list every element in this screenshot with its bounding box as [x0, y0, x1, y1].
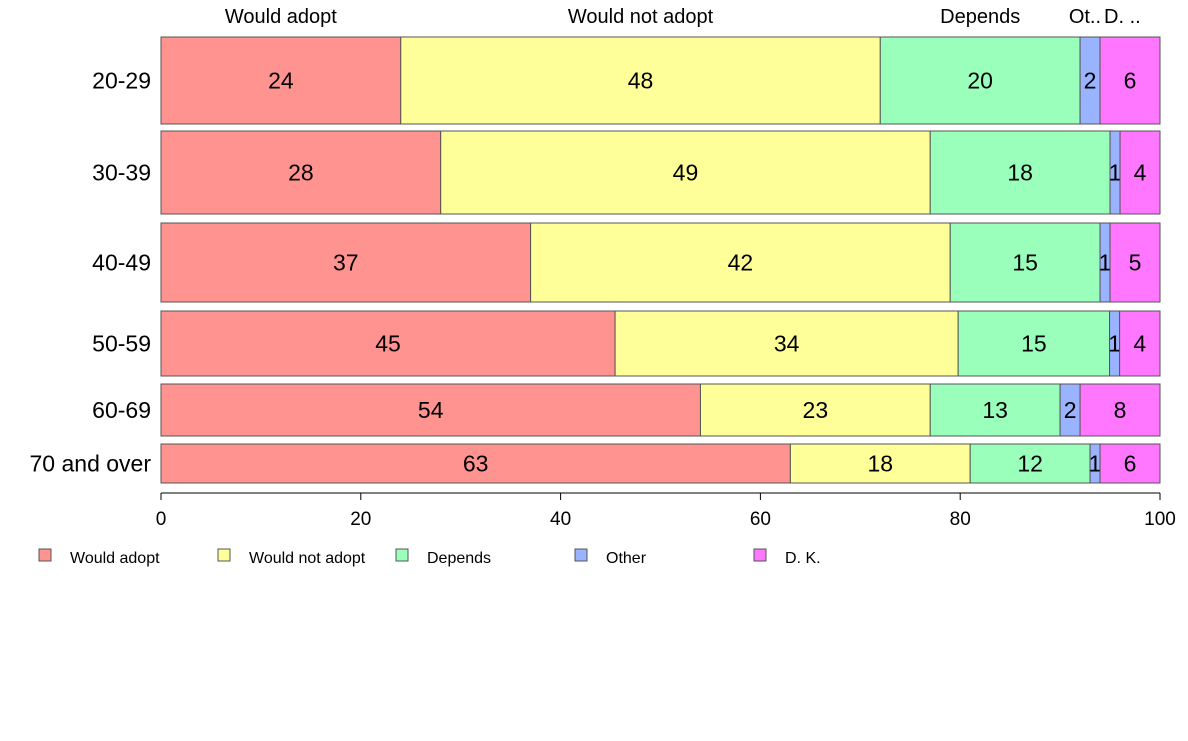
- top-label-depends: Depends: [940, 6, 1020, 28]
- bar-20-29-would-not-adopt: [400, 36, 881, 125]
- data-label-40-49-depends: 15: [1012, 250, 1038, 276]
- data-label-50-59-would-not-adopt: 34: [774, 331, 800, 357]
- x-tick-label-0: 0: [156, 509, 167, 530]
- y-label-60-69: 60-69: [92, 397, 151, 423]
- y-label-40-49: 40-49: [92, 250, 151, 276]
- row-frame-60-69: [160, 383, 1161, 437]
- bar-60-69-would-not-adopt: [699, 383, 931, 437]
- top-label-would-not-adopt: Would not adopt: [568, 6, 714, 28]
- data-label-30-39-would-adopt: 28: [288, 160, 314, 186]
- data-label-20-29-other: 2: [1084, 68, 1097, 94]
- data-label-70-and-over-depends: 12: [1017, 451, 1043, 477]
- data-label-70-and-over-other: 1: [1089, 451, 1102, 477]
- data-label-50-59-d-k: 4: [1133, 331, 1146, 357]
- data-label-40-49-other: 1: [1099, 250, 1112, 276]
- bar-40-49-depends: [949, 222, 1101, 303]
- bar-70-and-over-would-adopt: [160, 443, 791, 484]
- legend-swatch-d-k: [753, 548, 767, 562]
- x-tick-label-100: 100: [1144, 509, 1176, 530]
- bar-30-39-depends: [929, 130, 1111, 215]
- legend-swatch-would-not-adopt: [217, 548, 231, 562]
- row-frame-40-49: [160, 222, 1161, 303]
- data-label-20-29-would-not-adopt: 48: [628, 68, 654, 94]
- legend-label-d-k: D. K.: [785, 550, 821, 567]
- data-label-60-69-other: 2: [1064, 397, 1077, 423]
- data-label-50-59-depends: 15: [1021, 331, 1047, 357]
- data-label-40-49-would-not-adopt: 42: [728, 250, 754, 276]
- bar-70-and-over-would-not-adopt: [789, 443, 971, 484]
- legend-label-would-not-adopt: Would not adopt: [249, 550, 366, 567]
- top-label-d-k: D. ..: [1104, 6, 1141, 28]
- row-frame-70-and-over: [160, 443, 1161, 484]
- data-label-50-59-other: 1: [1108, 331, 1121, 357]
- legend-swatch-other: [574, 548, 588, 562]
- legend-swatch-would-adopt: [38, 548, 52, 562]
- data-label-20-29-d-k: 6: [1124, 68, 1137, 94]
- top-labels-layer: Would adopt Would not adopt Depends Ot.. D. …: [225, 6, 1141, 28]
- data-label-60-69-would-not-adopt: 23: [803, 397, 829, 423]
- data-label-20-29-would-adopt: 24: [268, 68, 294, 94]
- x-axis: 0 20 40 60 80 100: [156, 492, 1176, 530]
- bar-20-29-would-adopt: [160, 36, 402, 125]
- data-label-30-39-would-not-adopt: 49: [673, 160, 699, 186]
- y-label-30-39: 30-39: [92, 160, 151, 186]
- x-tick-label-40: 40: [550, 509, 571, 530]
- data-label-30-39-d-k: 4: [1134, 160, 1147, 186]
- bar-70-and-over-depends: [969, 443, 1091, 484]
- y-axis-labels: 20-29 30-39 40-49 50-59 60-69 70 and over: [30, 68, 152, 477]
- bar-50-59-would-adopt: [160, 310, 616, 377]
- top-label-would-adopt: Would adopt: [225, 6, 337, 28]
- bar-30-39-would-adopt: [160, 130, 442, 215]
- legend-label-other: Other: [606, 550, 647, 567]
- x-tick-label-60: 60: [750, 509, 771, 530]
- legend-label-would-adopt: Would adopt: [70, 550, 160, 567]
- legend-swatch-depends: [395, 548, 409, 562]
- data-label-70-and-over-d-k: 6: [1124, 451, 1137, 477]
- data-label-50-59-would-adopt: 45: [375, 331, 401, 357]
- bar-50-59-d-k: [1119, 310, 1161, 377]
- top-label-other: Ot..: [1069, 6, 1101, 28]
- bars-layer: 24 48 20 2 628 49 18 1 437 42 15 1 545 34 15 1 454 23 13 2 8…: [160, 36, 1161, 484]
- bar-40-49-would-adopt: [160, 222, 532, 303]
- data-label-60-69-d-k: 8: [1114, 397, 1127, 423]
- y-label-70-and-over: 70 and over: [30, 451, 152, 477]
- bar-60-69-would-adopt: [160, 383, 701, 437]
- data-label-30-39-depends: 18: [1007, 160, 1033, 186]
- bar-30-39-d-k: [1119, 130, 1161, 215]
- x-tick-label-20: 20: [350, 509, 371, 530]
- data-label-70-and-over-would-adopt: 63: [463, 451, 489, 477]
- x-tick-label-80: 80: [950, 509, 971, 530]
- data-label-20-29-depends: 20: [967, 68, 993, 94]
- data-label-40-49-d-k: 5: [1129, 250, 1142, 276]
- row-frame-30-39: [160, 130, 1161, 215]
- data-label-70-and-over-would-not-adopt: 18: [867, 451, 893, 477]
- legend-label-depends: Depends: [427, 550, 491, 567]
- row-frame-20-29: [160, 36, 1161, 125]
- y-label-20-29: 20-29: [92, 68, 151, 94]
- data-label-60-69-would-adopt: 54: [418, 397, 444, 423]
- data-label-30-39-other: 1: [1109, 160, 1122, 186]
- row-frame-50-59: [160, 310, 1161, 377]
- data-label-60-69-depends: 13: [982, 397, 1008, 423]
- legend: Would adopt Would not adopt Depends Other D.…: [38, 548, 821, 567]
- data-label-40-49-would-adopt: 37: [333, 250, 359, 276]
- y-label-50-59: 50-59: [92, 331, 151, 357]
